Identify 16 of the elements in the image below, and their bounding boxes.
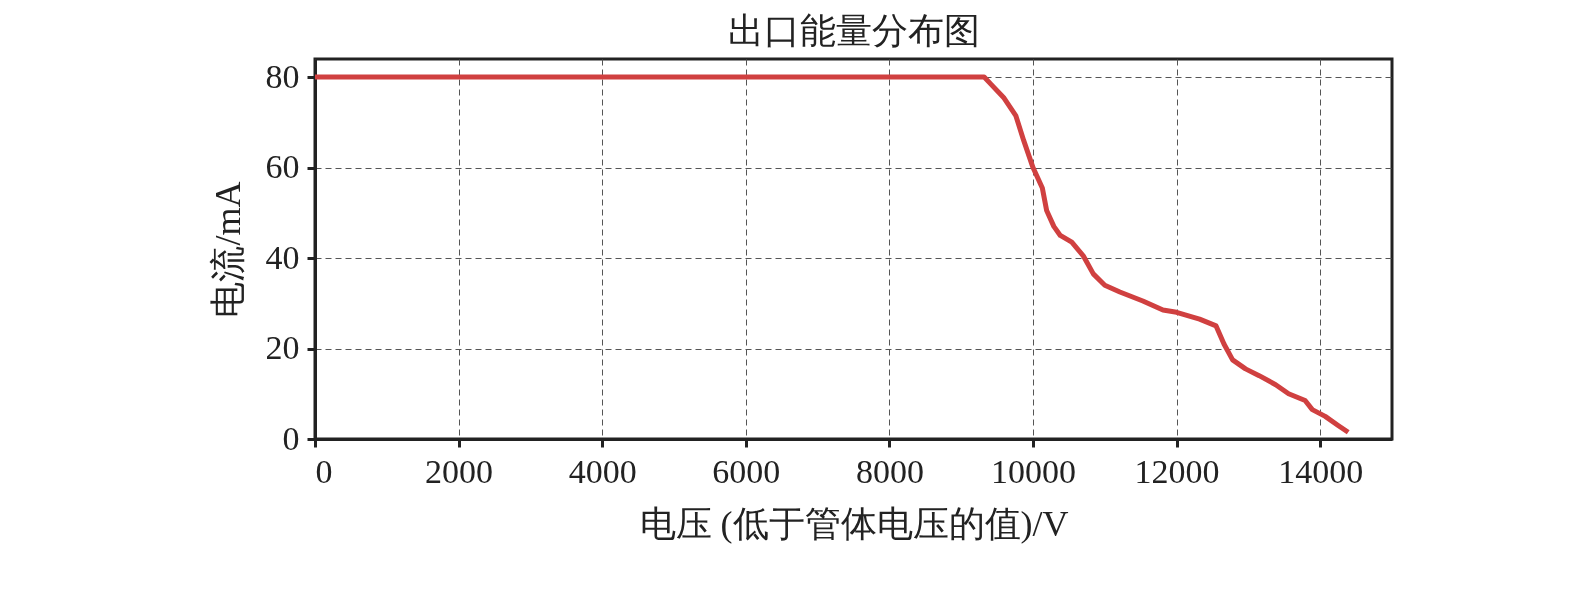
y-tick-label: 20 [265, 329, 300, 367]
y-tick-label: 80 [265, 57, 300, 95]
x-tick-label: 14000 [1278, 452, 1364, 490]
x-tick-label: 12000 [1134, 452, 1220, 490]
x-tick-label: 6000 [712, 452, 781, 490]
y-axis-title: 电流/mA [207, 181, 248, 318]
chart-title: 出口能量分布图 [727, 11, 980, 51]
y-tick-label: 60 [265, 148, 300, 186]
y-tick-label: 0 [282, 419, 300, 457]
x-tick-label: 4000 [568, 452, 637, 490]
x-tick-label: 0 [315, 452, 333, 490]
x-tick-label: 8000 [855, 452, 924, 490]
x-axis-title: 电压 (低于管体电压的值)/V [639, 503, 1069, 544]
x-tick-label: 2000 [425, 452, 494, 490]
y-tick-label: 40 [265, 238, 300, 276]
x-tick-label: 10000 [991, 452, 1076, 490]
